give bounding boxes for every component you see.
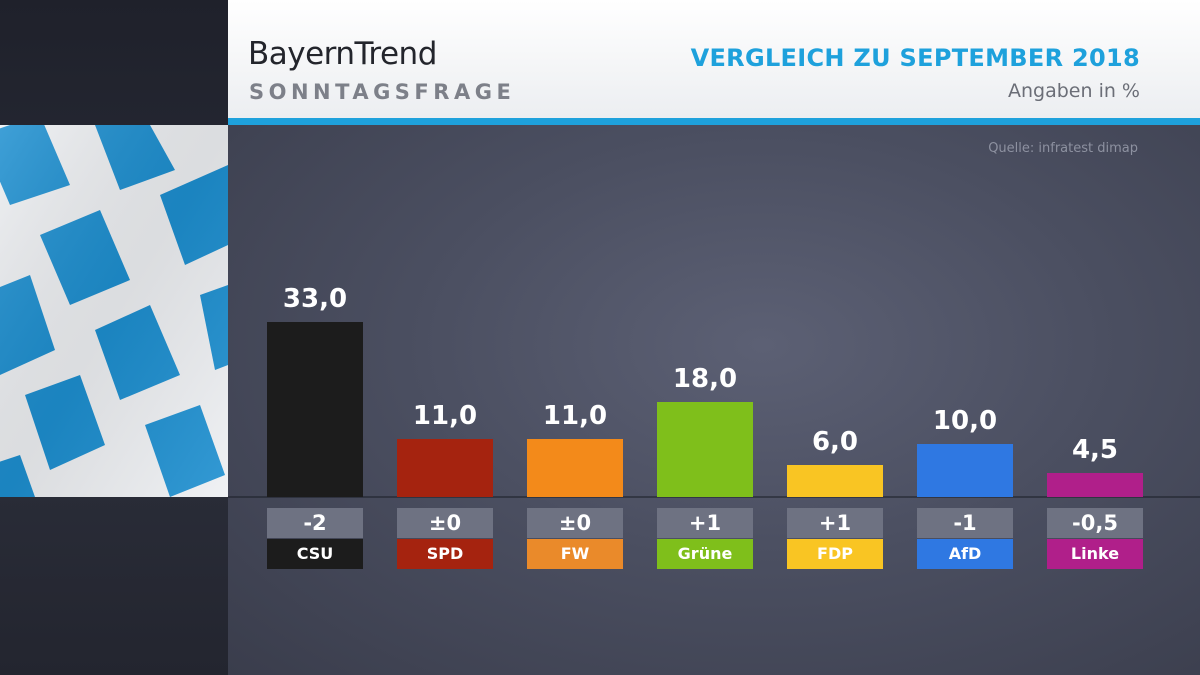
change-label-afd: -1 [917,508,1013,538]
party-label-fdp: FDP [787,539,883,569]
header-accent-bar [228,118,1200,125]
party-label-linke: Linke [1047,539,1143,569]
bavarian-flag-graphic [0,125,228,497]
party-label-gruene: Grüne [657,539,753,569]
change-label-fdp: +1 [787,508,883,538]
value-label-csu: 33,0 [282,284,348,314]
party-label-fw: FW [527,539,623,569]
party-label-afd: AfD [917,539,1013,569]
unit-label: Angaben in % [1008,80,1140,102]
change-label-fw: ±0 [527,508,623,538]
bar-spd [397,438,493,497]
chart-baseline [228,496,1200,498]
change-label-gruene: +1 [657,508,753,538]
chart-area [228,125,1200,675]
value-label-afd: 10,0 [932,405,998,436]
change-label-linke: -0,5 [1047,508,1143,538]
value-label-spd: 11,0 [412,400,478,431]
value-label-fw: 11,0 [542,400,608,431]
source-label: Quelle: infratest dimap [988,141,1138,156]
bavarian-flag-image [0,125,228,497]
app-title: BayernTrend [248,36,437,72]
bar-fdp [787,465,883,497]
change-label-csu: -2 [267,508,363,538]
party-label-csu: CSU [267,539,363,569]
comparison-title: VERGLEICH ZU SEPTEMBER 2018 [690,44,1140,72]
bar-afd [917,443,1013,497]
party-label-spd: SPD [397,539,493,569]
value-label-fdp: 6,0 [811,427,859,458]
value-label-gruene: 18,0 [672,363,738,394]
header [228,0,1200,118]
value-label-linke: 4,5 [1071,435,1119,466]
bar-gruene [657,401,753,497]
bar-csu [267,322,363,497]
change-label-spd: ±0 [397,508,493,538]
bar-fw [527,438,623,497]
page-subtitle: SONNTAGSFRAGE [249,80,516,104]
bar-linke [1047,473,1143,497]
